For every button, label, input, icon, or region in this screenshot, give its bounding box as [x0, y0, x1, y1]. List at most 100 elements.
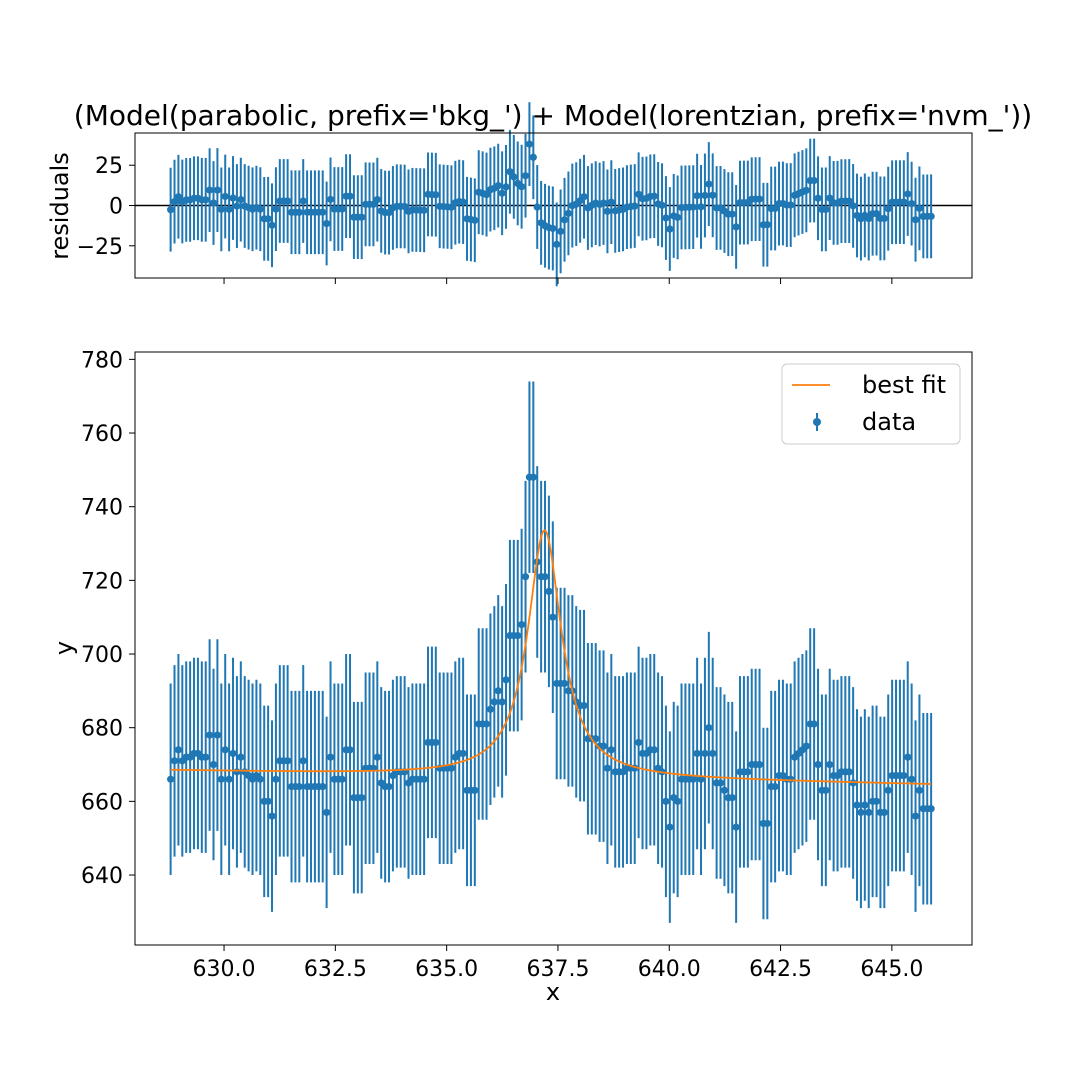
- data-point: [498, 698, 506, 706]
- data-point: [490, 698, 498, 706]
- data-point: [716, 779, 725, 787]
- data-point: [237, 753, 245, 761]
- residual-point: [549, 224, 557, 233]
- residual-point: [849, 202, 857, 210]
- data-point: [822, 786, 830, 794]
- data-point: [326, 753, 335, 761]
- data-point: [709, 749, 717, 758]
- data-point: [514, 632, 522, 640]
- data-point: [471, 786, 479, 794]
- data-point: [674, 797, 682, 805]
- data-point: [213, 731, 222, 739]
- residual-point: [319, 208, 327, 216]
- residual-point: [174, 193, 183, 201]
- residual-point: [908, 200, 916, 208]
- residual-point: [518, 183, 526, 191]
- data-point: [599, 742, 608, 750]
- fit-grid-ytick-label: 660: [81, 790, 123, 815]
- residual-point: [284, 197, 292, 205]
- data-point: [494, 687, 502, 695]
- res-grid-ytick-label: −25: [77, 235, 123, 260]
- data-point: [771, 783, 779, 791]
- data-point: [225, 775, 233, 783]
- data-point: [206, 731, 214, 739]
- data-point: [358, 794, 366, 802]
- residual-point: [471, 216, 479, 224]
- fit-grid-ytick-label: 680: [81, 717, 123, 742]
- legend-best-fit-label: best fit: [862, 371, 946, 399]
- residual-point: [732, 223, 740, 231]
- residual-point: [506, 168, 514, 176]
- data-point: [689, 775, 697, 783]
- residual-point: [787, 201, 795, 209]
- residual-point: [346, 192, 354, 200]
- residual-point: [529, 153, 537, 161]
- residual-point: [385, 209, 393, 217]
- data-point: [607, 746, 615, 754]
- residuals-ticks: −25 0 25: [77, 154, 893, 284]
- data-point: [221, 746, 229, 754]
- data-point: [865, 808, 873, 817]
- residual-point: [272, 205, 280, 213]
- residual-point: [209, 199, 218, 207]
- residual-point: [525, 140, 534, 148]
- legend-data-marker: [813, 418, 821, 426]
- legend-data-label: data: [862, 408, 916, 436]
- data-point: [486, 705, 495, 713]
- data-point: [541, 573, 549, 581]
- residual-point: [482, 190, 491, 199]
- residual-point: [213, 186, 222, 194]
- residual-point: [432, 191, 440, 199]
- residual-point: [927, 212, 935, 220]
- residual-point: [872, 210, 881, 218]
- residual-point: [884, 205, 892, 213]
- data-point: [697, 775, 705, 783]
- residual-point: [323, 219, 331, 228]
- data-point: [880, 808, 888, 817]
- fit-grid-ytick-label: 720: [81, 569, 123, 594]
- data-point: [845, 768, 853, 776]
- fit-grid-xtick-label: 632.5: [304, 957, 367, 982]
- residual-point: [553, 240, 561, 248]
- data-point: [459, 749, 467, 758]
- residual-point: [755, 195, 764, 203]
- legend-box: [781, 363, 961, 445]
- data-point: [693, 749, 701, 758]
- data-point: [167, 775, 175, 783]
- residual-point: [674, 213, 682, 221]
- residual-point: [521, 172, 530, 180]
- data-point: [872, 797, 881, 805]
- residual-point: [580, 193, 588, 201]
- data-point: [650, 746, 658, 754]
- residual-point: [650, 192, 658, 200]
- data-point: [927, 805, 935, 813]
- residual-point: [217, 205, 225, 213]
- data-point: [915, 786, 924, 794]
- residual-point: [498, 189, 506, 197]
- residual-point: [256, 205, 264, 213]
- residual-point: [401, 202, 409, 211]
- residual-point: [697, 203, 705, 211]
- data-point: [482, 720, 491, 728]
- data-point: [264, 797, 272, 805]
- residual-point: [728, 210, 736, 218]
- residual-point: [693, 192, 701, 200]
- data-point: [545, 587, 553, 596]
- residual-point: [358, 213, 366, 221]
- data-point: [911, 812, 920, 820]
- data-point: [732, 823, 740, 831]
- data-point: [338, 775, 346, 783]
- residual-point: [510, 173, 518, 181]
- data-point: [319, 783, 327, 791]
- data-point: [373, 753, 381, 761]
- fit-grid-xtick-label: 640.0: [638, 957, 701, 982]
- residual-point: [709, 191, 717, 199]
- data-point: [233, 768, 241, 776]
- residual-point: [802, 186, 810, 194]
- fit-grid-xtick-label: 645.0: [860, 957, 923, 982]
- fit-grid-ytick-label: 780: [81, 348, 123, 373]
- residual-point: [662, 214, 670, 222]
- residual-point: [225, 205, 233, 213]
- data-point: [666, 823, 674, 831]
